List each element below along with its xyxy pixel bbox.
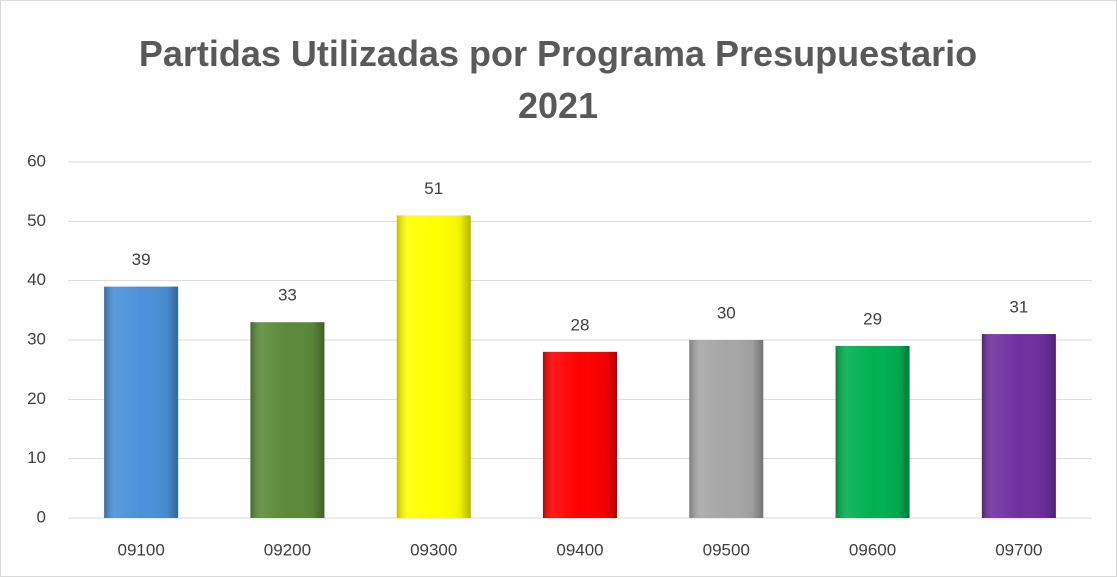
x-tick-label: 09200 (264, 540, 311, 559)
bar (835, 345, 910, 518)
data-label: 33 (278, 286, 297, 305)
chart-title: Partidas Utilizadas por Programa Presupu… (138, 33, 978, 126)
y-tick-label: 60 (27, 151, 46, 170)
y-tick-label: 10 (27, 448, 46, 467)
data-label: 51 (424, 179, 443, 198)
x-tick-label: 09600 (849, 540, 896, 559)
y-tick-label: 40 (27, 270, 46, 289)
data-label: 31 (1009, 298, 1028, 317)
bar (543, 351, 617, 518)
y-tick-label: 50 (27, 211, 46, 230)
bar (396, 215, 471, 518)
y-tick-label: 0 (37, 507, 46, 526)
bar (689, 340, 764, 518)
y-tick-label: 20 (27, 389, 46, 408)
bar (981, 334, 1056, 518)
bar (250, 322, 325, 518)
x-tick-label: 09100 (118, 540, 165, 559)
x-tick-label: 09700 (995, 540, 1042, 559)
data-label: 39 (132, 250, 151, 269)
data-label: 29 (863, 309, 882, 328)
data-label: 28 (571, 315, 590, 334)
x-tick-label: 09300 (410, 540, 457, 559)
x-tick-label: 09500 (703, 540, 750, 559)
bar (104, 286, 179, 518)
x-tick-label: 09400 (556, 540, 603, 559)
y-tick-label: 30 (27, 329, 46, 348)
data-label: 30 (717, 303, 736, 322)
